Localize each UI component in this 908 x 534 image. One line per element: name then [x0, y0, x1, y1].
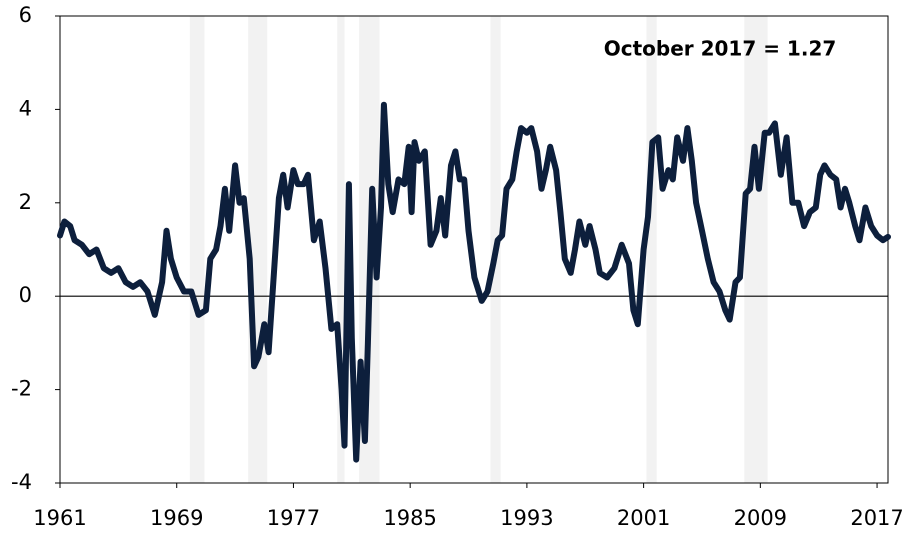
annotation: October 2017 = 1.27 [604, 37, 837, 61]
x-tick-label: 1993 [500, 506, 553, 530]
recession-band [646, 16, 657, 483]
recession-band [337, 16, 345, 483]
series-line [57, 101, 891, 463]
x-tick-label: 2009 [734, 506, 787, 530]
recession-band [744, 16, 768, 483]
y-tick-label: 0 [19, 283, 32, 307]
plot-frame [59, 15, 889, 484]
x-tick-label: 1961 [33, 506, 86, 530]
y-tick-label: 4 [19, 96, 32, 120]
y-tick-label: 2 [19, 190, 32, 214]
y-tick-label: 6 [19, 3, 32, 27]
recession-band [189, 16, 205, 483]
y-tick-label: -4 [11, 470, 32, 494]
x-tick-label: 1969 [150, 506, 203, 530]
x-tick-label: 2001 [617, 506, 670, 530]
y-tick-label: -2 [11, 377, 32, 401]
x-tick-label: 2017 [850, 506, 903, 530]
x-tick-label: 1977 [267, 506, 320, 530]
x-tick-label: 1985 [383, 506, 436, 530]
